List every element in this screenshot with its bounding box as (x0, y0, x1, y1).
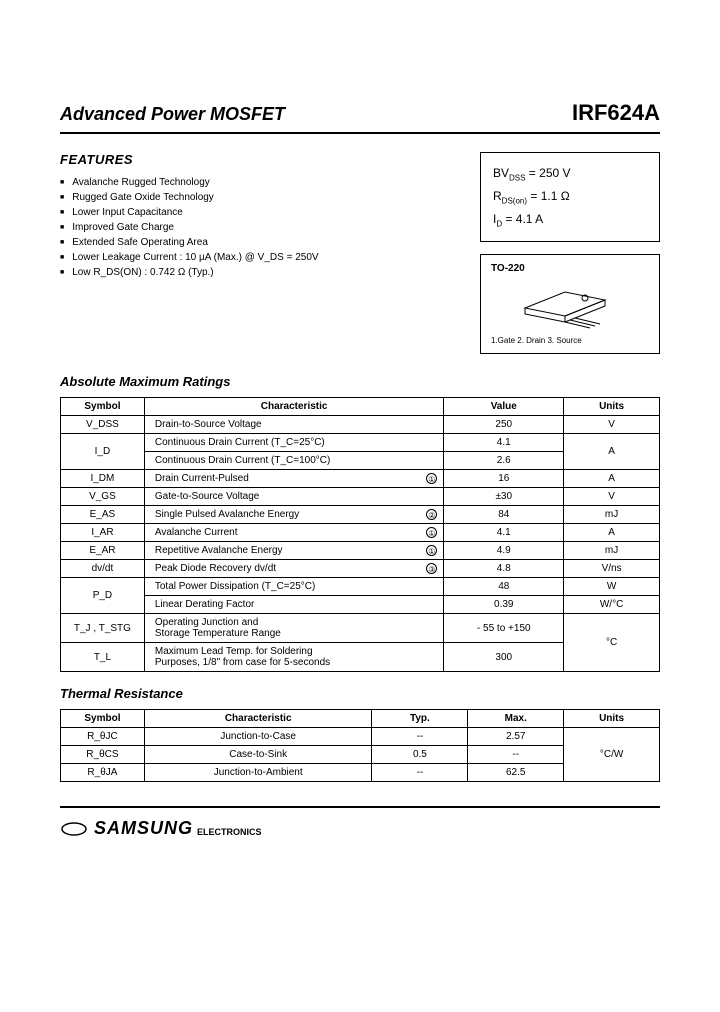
footer-logo: SAMSUNG ELECTRONICS (60, 818, 660, 839)
brand-division: ELECTRONICS (197, 827, 262, 837)
feature-item: Extended Safe Operating Area (60, 237, 460, 248)
package-pins: 1.Gate 2. Drain 3. Source (491, 336, 649, 345)
thermal-tbody: R_θJC Junction-to-Case -- 2.57 °C/W R_θC… (61, 728, 660, 782)
feature-item: Lower Input Capacitance (60, 207, 460, 218)
key-specs-box: BVDSS = 250 V RDS(on) = 1.1 Ω ID = 4.1 A (480, 152, 660, 242)
header: Advanced Power MOSFET IRF624A (60, 100, 660, 134)
abs-max-tbody: V_DSS Drain-to-Source Voltage 250 V I_D … (61, 416, 660, 672)
package-name: TO-220 (491, 263, 649, 274)
table-row: T_J , T_STG Operating Junction and Stora… (61, 614, 660, 643)
table-row: V_GS Gate-to-Source Voltage ±30 V (61, 488, 660, 506)
col-value: Value (444, 398, 564, 416)
col-units: Units (564, 710, 660, 728)
spec-bvdss: BVDSS = 250 V (493, 163, 647, 186)
thermal-table: Symbol Characteristic Typ. Max. Units R_… (60, 709, 660, 782)
table-row: V_DSS Drain-to-Source Voltage 250 V (61, 416, 660, 434)
spec-id: ID = 4.1 A (493, 209, 647, 232)
package-box: TO-220 1.Gate 2. Drain 3. Source (480, 254, 660, 354)
part-number: IRF624A (572, 100, 660, 126)
brand-name: SAMSUNG (94, 818, 193, 839)
feature-item: Low R_DS(ON) : 0.742 Ω (Typ.) (60, 267, 460, 278)
col-characteristic: Characteristic (144, 398, 444, 416)
table-row: I_AR Avalanche Current① 4.1 A (61, 524, 660, 542)
feature-list: Avalanche Rugged Technology Rugged Gate … (60, 177, 460, 278)
feature-item: Lower Leakage Current : 10 µA (Max.) @ V… (60, 252, 460, 263)
feature-item: Avalanche Rugged Technology (60, 177, 460, 188)
table-row: I_DM Drain Current-Pulsed① 16 A (61, 470, 660, 488)
table-row: R_θJC Junction-to-Case -- 2.57 °C/W (61, 728, 660, 746)
table-row: I_D Continuous Drain Current (T_C=25°C) … (61, 434, 660, 452)
abs-max-table: Symbol Characteristic Value Units V_DSS … (60, 397, 660, 672)
thermal-heading: Thermal Resistance (60, 686, 660, 701)
col-characteristic: Characteristic (144, 710, 372, 728)
product-category: Advanced Power MOSFET (60, 104, 285, 125)
table-row: dv/dt Peak Diode Recovery dv/dt③ 4.8 V/n… (61, 560, 660, 578)
samsung-oval-icon (60, 821, 88, 837)
table-row: P_D Total Power Dissipation (T_C=25°C) 4… (61, 578, 660, 596)
table-header-row: Symbol Characteristic Typ. Max. Units (61, 710, 660, 728)
key-specs-column: BVDSS = 250 V RDS(on) = 1.1 Ω ID = 4.1 A… (480, 152, 660, 354)
footer-divider (60, 806, 660, 808)
abs-max-heading: Absolute Maximum Ratings (60, 374, 660, 389)
feature-item: Rugged Gate Oxide Technology (60, 192, 460, 203)
spec-rdson: RDS(on) = 1.1 Ω (493, 186, 647, 209)
table-row: E_AS Single Pulsed Avalanche Energy② 84 … (61, 506, 660, 524)
col-symbol: Symbol (61, 710, 145, 728)
feature-item: Improved Gate Charge (60, 222, 460, 233)
col-units: Units (564, 398, 660, 416)
col-symbol: Symbol (61, 398, 145, 416)
top-section: FEATURES Avalanche Rugged Technology Rug… (60, 152, 660, 354)
features-column: FEATURES Avalanche Rugged Technology Rug… (60, 152, 480, 354)
col-typ: Typ. (372, 710, 468, 728)
features-heading: FEATURES (60, 152, 460, 167)
table-row: Linear Derating Factor 0.39 W/°C (61, 596, 660, 614)
package-diagram-icon (510, 280, 630, 330)
table-header-row: Symbol Characteristic Value Units (61, 398, 660, 416)
table-row: E_AR Repetitive Avalanche Energy① 4.9 mJ (61, 542, 660, 560)
col-max: Max. (468, 710, 564, 728)
